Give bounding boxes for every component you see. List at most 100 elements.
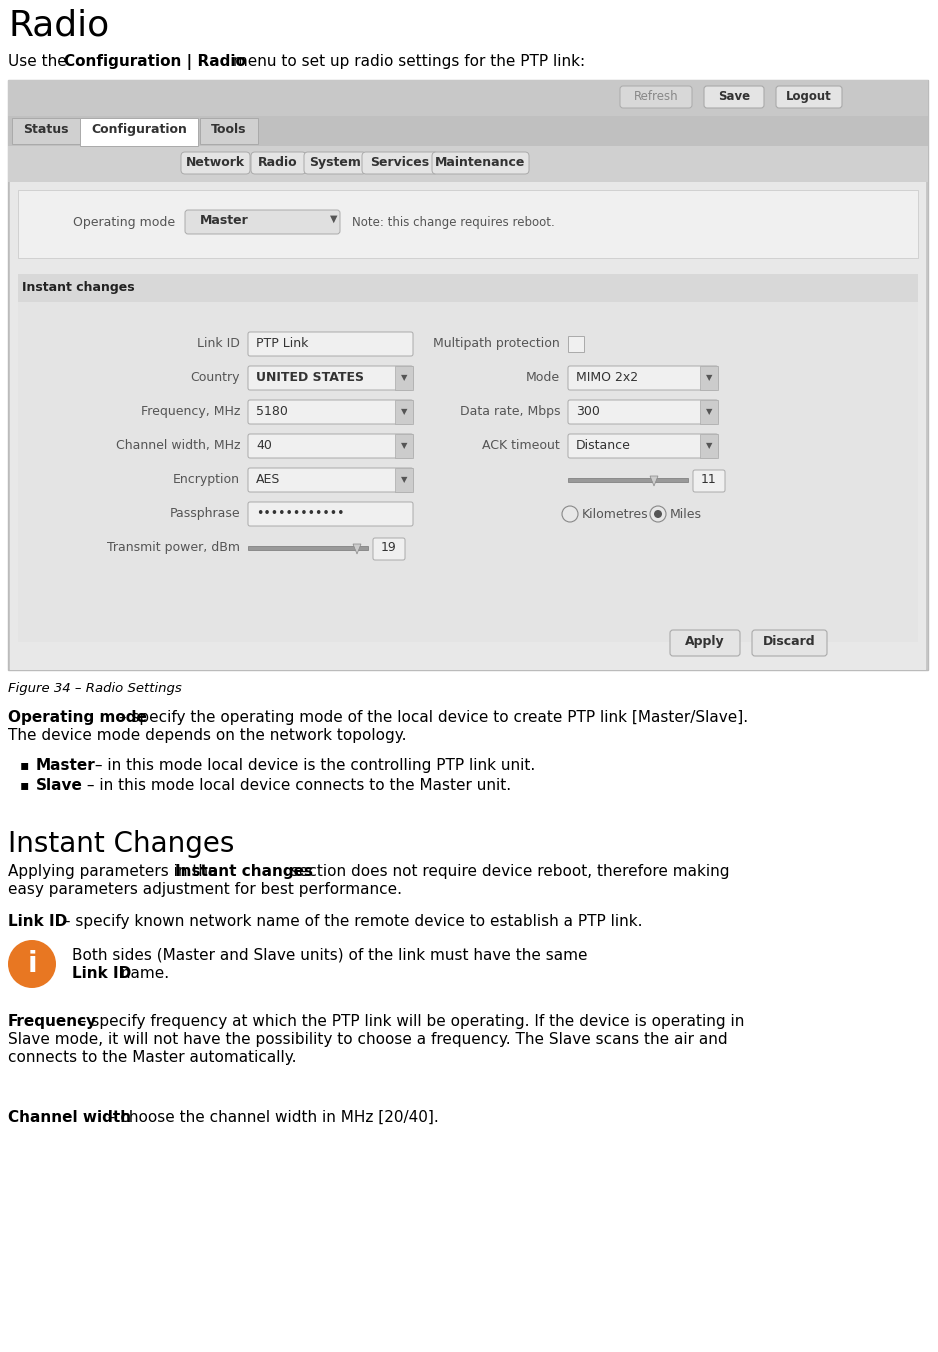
- Text: PTP Link: PTP Link: [256, 337, 309, 350]
- Circle shape: [562, 506, 578, 522]
- FancyBboxPatch shape: [185, 210, 340, 234]
- FancyBboxPatch shape: [248, 434, 413, 458]
- Text: Passphrase: Passphrase: [170, 507, 240, 521]
- Bar: [80, 118, 198, 146]
- Bar: [395, 366, 413, 389]
- Text: Master: Master: [200, 214, 249, 227]
- FancyBboxPatch shape: [304, 151, 366, 174]
- Text: ▼: ▼: [705, 441, 712, 450]
- Text: ••••••••••••: ••••••••••••: [256, 507, 344, 521]
- FancyBboxPatch shape: [752, 630, 827, 656]
- Circle shape: [650, 506, 666, 522]
- Text: AES: AES: [256, 473, 280, 485]
- Text: Mode: Mode: [526, 370, 560, 384]
- Text: Data rate, Mbps: Data rate, Mbps: [460, 406, 560, 418]
- Text: Channel width, MHz: Channel width, MHz: [115, 439, 240, 452]
- Text: Maintenance: Maintenance: [435, 155, 525, 169]
- FancyBboxPatch shape: [248, 502, 413, 526]
- Text: Instant Changes: Instant Changes: [8, 830, 234, 859]
- Circle shape: [654, 510, 662, 518]
- Text: Instant changes: Instant changes: [175, 864, 313, 879]
- Text: Network: Network: [186, 155, 245, 169]
- Bar: [8, 146, 928, 183]
- Text: Radio: Radio: [258, 155, 297, 169]
- Text: Slave mode, it will not have the possibility to choose a frequency. The Slave sc: Slave mode, it will not have the possibi…: [8, 1032, 728, 1046]
- FancyBboxPatch shape: [568, 400, 718, 425]
- Text: ▼: ▼: [401, 407, 407, 416]
- Text: – choose the channel width in MHz [20/40].: – choose the channel width in MHz [20/40…: [103, 1110, 439, 1125]
- FancyBboxPatch shape: [248, 366, 413, 389]
- Text: MIMO 2x2: MIMO 2x2: [576, 370, 638, 384]
- Text: Link ID: Link ID: [8, 914, 68, 929]
- Text: Note: this change requires reboot.: Note: this change requires reboot.: [352, 216, 554, 228]
- Bar: [568, 479, 688, 483]
- Text: Slave: Slave: [36, 777, 83, 794]
- Text: ▼: ▼: [401, 441, 407, 450]
- Text: Instant changes: Instant changes: [22, 281, 135, 293]
- Text: Operating mode: Operating mode: [73, 216, 175, 228]
- Bar: [10, 183, 926, 671]
- FancyBboxPatch shape: [693, 470, 725, 492]
- Text: Apply: Apply: [685, 635, 725, 648]
- FancyBboxPatch shape: [670, 630, 740, 656]
- Bar: [12, 118, 80, 145]
- Text: Use the: Use the: [8, 54, 71, 69]
- Text: 5180: 5180: [256, 406, 288, 418]
- Text: – in this mode local device is the controlling PTP link unit.: – in this mode local device is the contr…: [90, 758, 536, 773]
- Text: Transmit power, dBm: Transmit power, dBm: [107, 541, 240, 554]
- Polygon shape: [650, 476, 658, 485]
- Text: 11: 11: [701, 473, 717, 485]
- Bar: [8, 116, 928, 146]
- Text: ▼: ▼: [705, 407, 712, 416]
- Text: Configuration: Configuration: [91, 123, 187, 137]
- Text: Both sides (Master and Slave units) of the link must have the same: Both sides (Master and Slave units) of t…: [72, 948, 593, 963]
- Bar: [395, 468, 413, 492]
- FancyBboxPatch shape: [362, 151, 438, 174]
- Text: Tools: Tools: [211, 123, 247, 137]
- Text: – specify known network name of the remote device to establish a PTP link.: – specify known network name of the remo…: [58, 914, 643, 929]
- Bar: [18, 191, 918, 258]
- Text: Refresh: Refresh: [634, 91, 678, 103]
- Text: Services: Services: [371, 155, 430, 169]
- Text: – in this mode local device connects to the Master unit.: – in this mode local device connects to …: [82, 777, 511, 794]
- Text: Encryption: Encryption: [173, 473, 240, 485]
- Text: ▼: ▼: [401, 373, 407, 383]
- Text: Status: Status: [23, 123, 68, 137]
- Bar: [200, 118, 258, 145]
- Text: connects to the Master automatically.: connects to the Master automatically.: [8, 1051, 296, 1065]
- Text: Configuration | Radio: Configuration | Radio: [64, 54, 246, 70]
- FancyBboxPatch shape: [248, 333, 413, 356]
- Bar: [18, 274, 918, 301]
- Bar: [8, 80, 928, 671]
- Text: The device mode depends on the network topology.: The device mode depends on the network t…: [8, 727, 406, 744]
- Text: name.: name.: [116, 965, 169, 982]
- Text: i: i: [27, 950, 37, 977]
- Text: Channel width: Channel width: [8, 1110, 131, 1125]
- Bar: [18, 301, 918, 642]
- Circle shape: [8, 940, 56, 988]
- FancyBboxPatch shape: [568, 434, 718, 458]
- Text: Figure 34 – Radio Settings: Figure 34 – Radio Settings: [8, 681, 182, 695]
- Text: ▼: ▼: [330, 214, 338, 224]
- Bar: [700, 400, 718, 425]
- FancyBboxPatch shape: [248, 468, 413, 492]
- Text: Master: Master: [36, 758, 96, 773]
- Text: ▼: ▼: [401, 475, 407, 484]
- FancyBboxPatch shape: [568, 366, 718, 389]
- Text: 40: 40: [256, 439, 272, 452]
- Text: UNITED STATES: UNITED STATES: [256, 370, 364, 384]
- Text: Operating mode: Operating mode: [8, 710, 147, 725]
- Text: Frequency, MHz: Frequency, MHz: [141, 406, 240, 418]
- Text: Discard: Discard: [763, 635, 815, 648]
- Bar: [700, 366, 718, 389]
- FancyBboxPatch shape: [248, 400, 413, 425]
- Bar: [395, 400, 413, 425]
- Text: menu to set up radio settings for the PTP link:: menu to set up radio settings for the PT…: [228, 54, 585, 69]
- Bar: [248, 546, 368, 550]
- FancyBboxPatch shape: [432, 151, 529, 174]
- Text: Logout: Logout: [786, 91, 832, 103]
- Text: – specify frequency at which the PTP link will be operating. If the device is op: – specify frequency at which the PTP lin…: [74, 1014, 745, 1029]
- FancyBboxPatch shape: [181, 151, 250, 174]
- Text: Link ID: Link ID: [72, 965, 131, 982]
- Text: Multipath protection: Multipath protection: [433, 337, 560, 350]
